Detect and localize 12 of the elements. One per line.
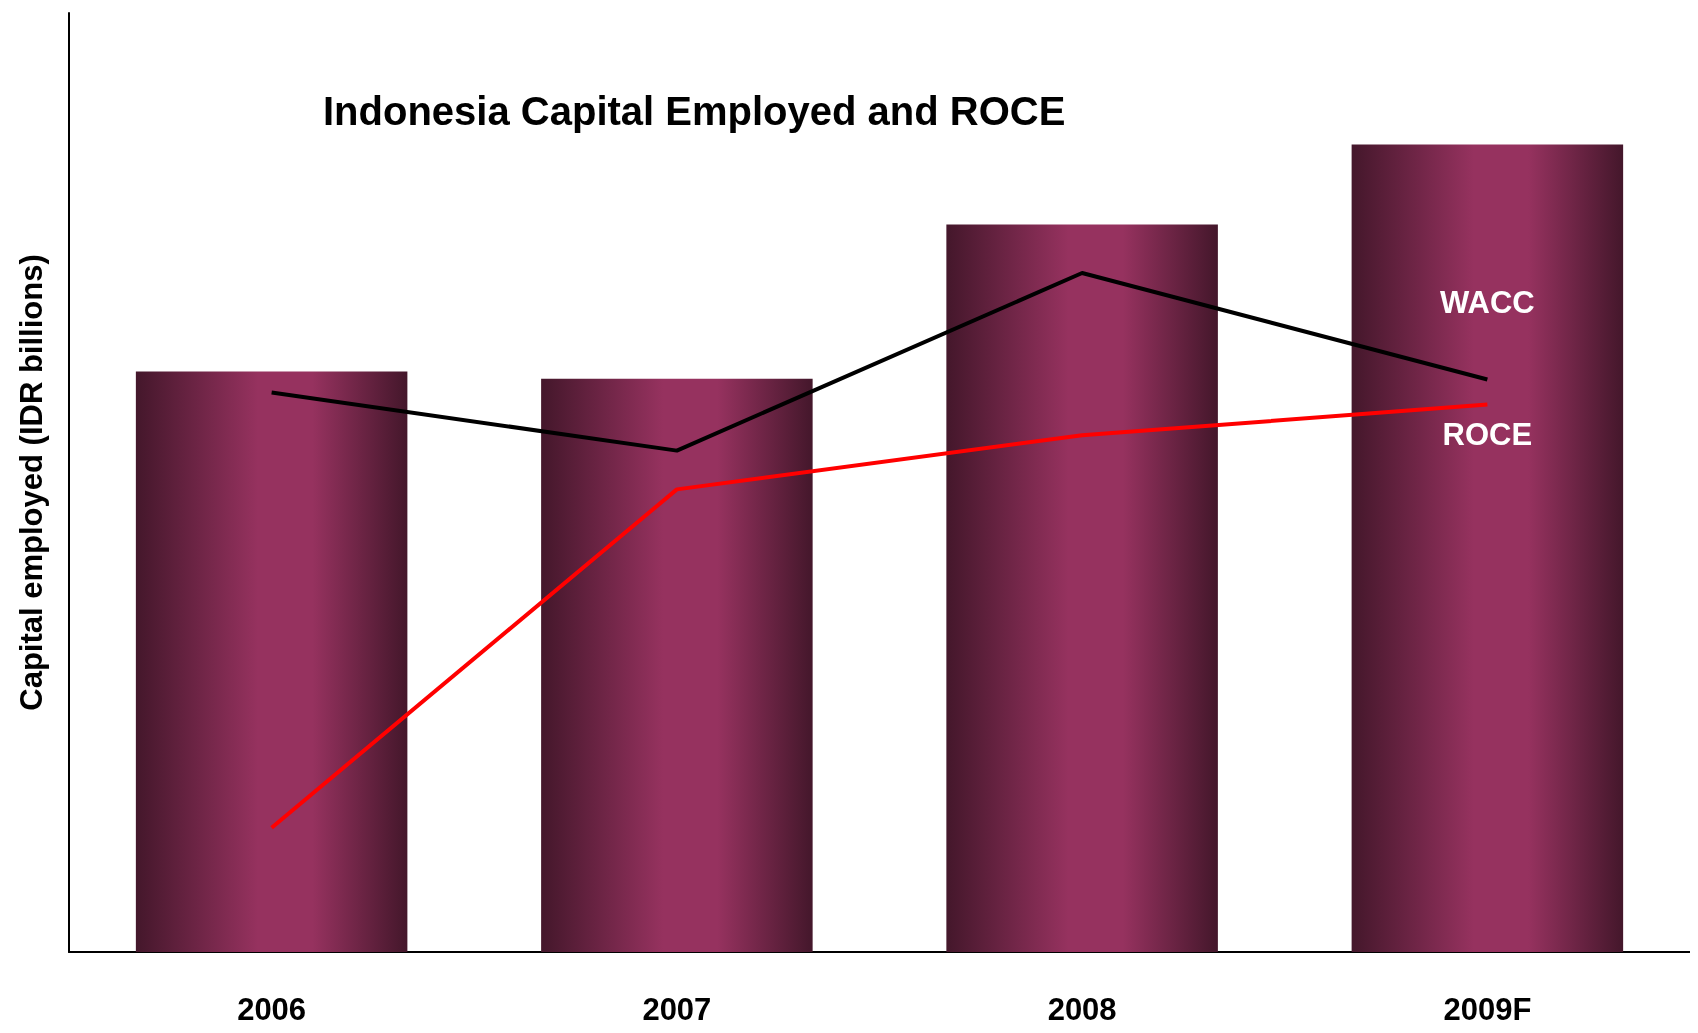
x-tick-label: 2006 [237, 992, 307, 1027]
bar [1351, 144, 1624, 952]
bar [946, 224, 1218, 952]
x-tick-label: 2009F [1443, 992, 1532, 1027]
bar [135, 371, 408, 952]
series-label: ROCE [1442, 416, 1533, 452]
series-label: WACC [1440, 284, 1535, 320]
chart-title: Indonesia Capital Employed and ROCE [323, 89, 1066, 133]
bar [541, 378, 813, 952]
x-tick-label: 2007 [642, 992, 712, 1027]
y-axis-title: Capital employed (IDR billions) [14, 254, 49, 711]
x-tick-label: 2008 [1047, 992, 1117, 1027]
